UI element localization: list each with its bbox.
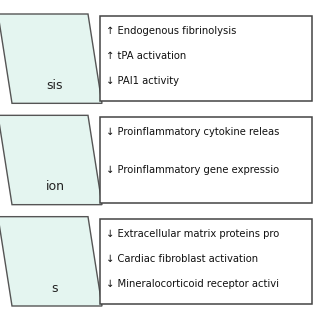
Text: s: s (52, 282, 58, 295)
Text: ion: ion (45, 180, 65, 193)
Text: ↑ Endogenous fibrinolysis: ↑ Endogenous fibrinolysis (106, 26, 236, 36)
Polygon shape (0, 217, 102, 306)
FancyBboxPatch shape (100, 117, 312, 203)
Text: ↓ Proinflammatory gene expressio: ↓ Proinflammatory gene expressio (106, 165, 279, 175)
Text: ↓ Cardiac fibroblast activation: ↓ Cardiac fibroblast activation (106, 254, 258, 264)
FancyBboxPatch shape (100, 219, 312, 304)
FancyBboxPatch shape (100, 16, 312, 101)
Text: ↓ PAI1 activity: ↓ PAI1 activity (106, 76, 179, 86)
Text: sis: sis (47, 79, 63, 92)
Polygon shape (0, 115, 102, 205)
Text: ↓ Extracellular matrix proteins pro: ↓ Extracellular matrix proteins pro (106, 229, 279, 239)
Text: ↓ Proinflammatory cytokine releas: ↓ Proinflammatory cytokine releas (106, 127, 279, 137)
Text: ↓ Mineralocorticoid receptor activi: ↓ Mineralocorticoid receptor activi (106, 279, 279, 289)
Text: ↑ tPA activation: ↑ tPA activation (106, 51, 186, 61)
Polygon shape (0, 14, 102, 103)
